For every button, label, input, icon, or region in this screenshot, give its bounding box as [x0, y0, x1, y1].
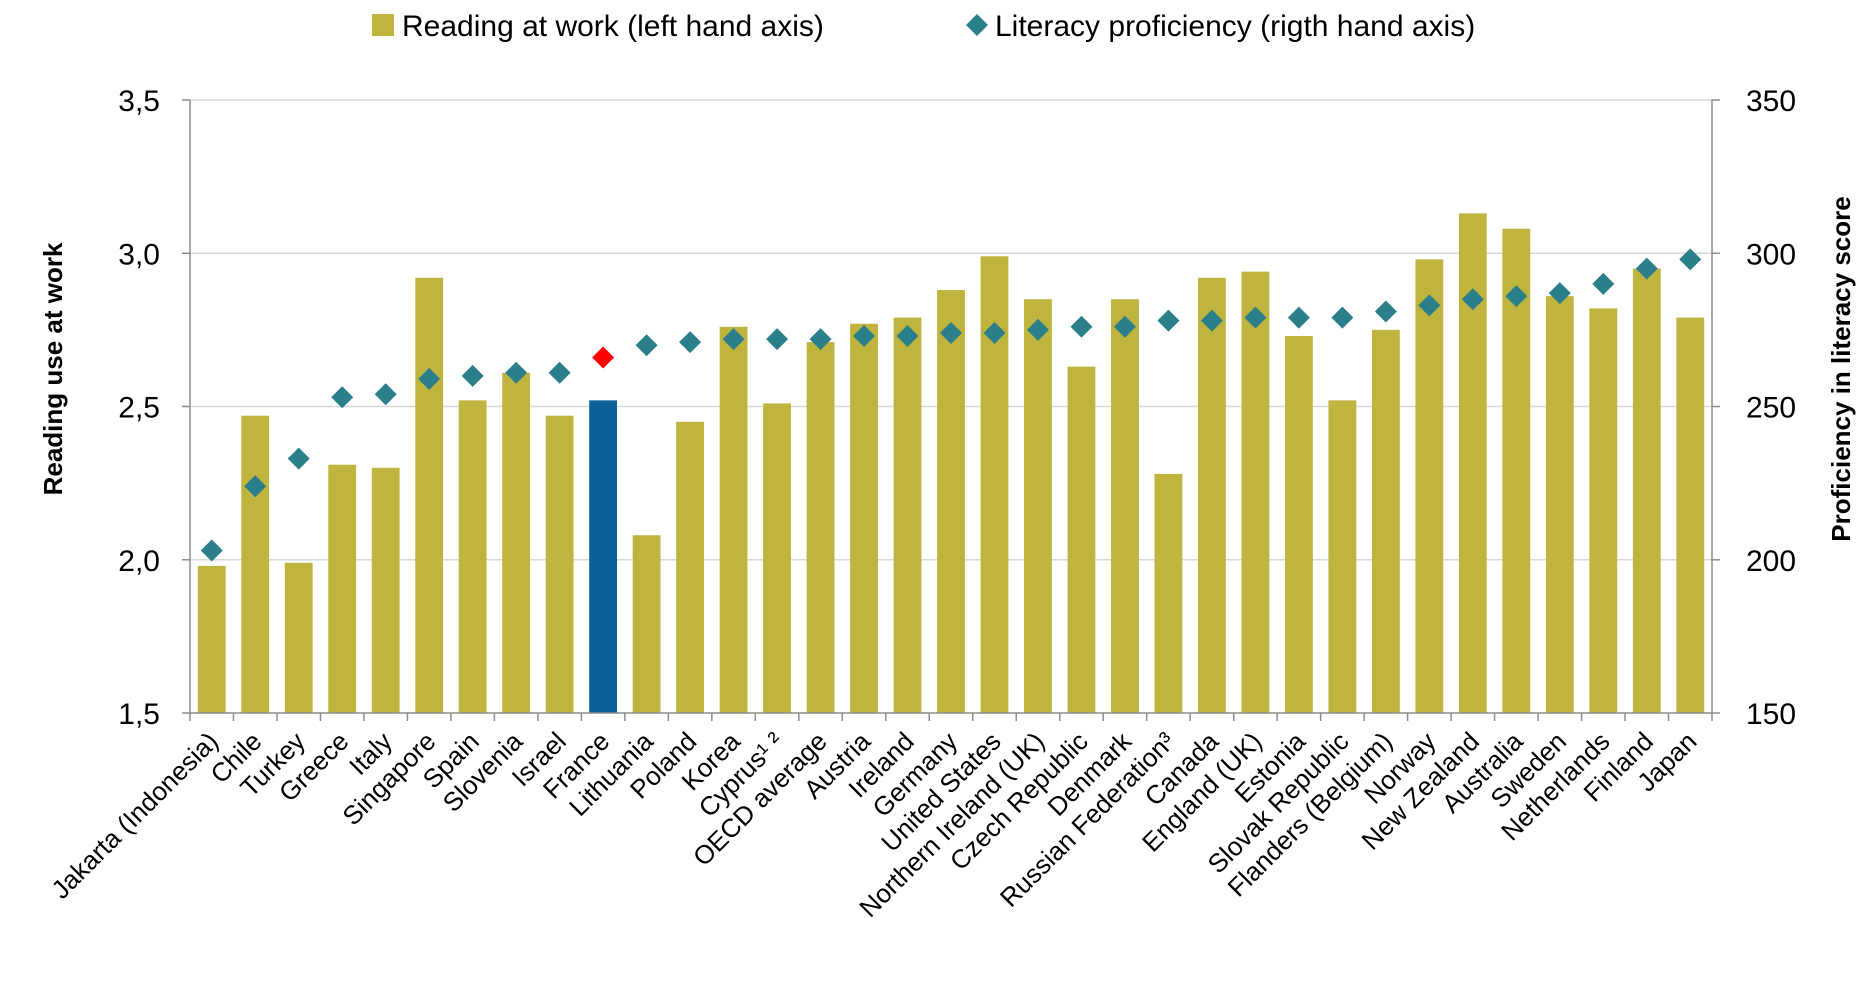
marker-point	[1548, 282, 1571, 305]
bar	[1154, 473, 1183, 713]
right-tick-label: 350	[1746, 85, 1796, 118]
left-tick-label: 3,0	[118, 238, 160, 271]
marker-point	[766, 328, 789, 351]
marker-point	[809, 328, 832, 351]
marker-point	[1374, 300, 1397, 323]
marker-point	[1157, 309, 1180, 332]
bar	[1371, 329, 1400, 713]
marker-point	[505, 361, 528, 384]
bar	[632, 535, 661, 713]
right-axis-title: Proficiency in literacy score	[1826, 196, 1856, 541]
marker-point	[1113, 315, 1136, 338]
marker-point	[200, 539, 223, 562]
marker-point	[1287, 306, 1310, 329]
bar	[197, 565, 226, 713]
marker-point	[287, 447, 310, 470]
marker-point	[1418, 294, 1441, 317]
marker-point	[983, 321, 1006, 344]
bar	[589, 400, 618, 713]
marker-point	[679, 331, 702, 354]
bar	[1502, 228, 1531, 714]
right-tick-label: 300	[1746, 238, 1796, 271]
marker-point	[896, 325, 919, 348]
bar	[545, 415, 574, 713]
legend-swatch-reading	[372, 14, 394, 36]
bar	[1589, 308, 1618, 713]
bar	[1241, 271, 1270, 713]
right-tick-label: 200	[1746, 545, 1796, 578]
bar	[502, 372, 531, 713]
marker-point	[1679, 248, 1702, 271]
marker-point	[1592, 272, 1615, 295]
legend-label-reading: Reading at work (left hand axis)	[402, 10, 824, 43]
bar	[893, 317, 922, 713]
bar-series	[197, 213, 1705, 714]
bar	[676, 421, 705, 713]
marker-point	[1635, 257, 1658, 280]
bar	[1545, 296, 1574, 713]
category-labels: Jakarta (Indonesia)ChileTurkeyGreeceItal…	[45, 713, 1713, 923]
marker-point	[1461, 288, 1484, 311]
bar	[937, 290, 965, 713]
marker-point	[853, 325, 876, 348]
marker-series	[200, 248, 1702, 562]
right-tick-label: 250	[1746, 392, 1796, 425]
marker-point	[331, 386, 354, 409]
marker-point	[1200, 309, 1223, 332]
left-tick-label: 3,5	[118, 85, 160, 118]
marker-point	[1244, 306, 1267, 329]
marker-point	[940, 321, 962, 344]
bar	[719, 326, 748, 713]
left-tick-label: 2,5	[118, 392, 160, 425]
bar	[1197, 277, 1226, 713]
marker-point	[418, 367, 441, 390]
bar	[1328, 400, 1357, 713]
bar	[763, 403, 791, 713]
marker-point	[374, 383, 397, 406]
legend-label-literacy: Literacy proficiency (rigth hand axis)	[995, 10, 1475, 43]
left-tick-label: 1,5	[118, 698, 160, 731]
bar	[371, 467, 400, 713]
marker-point	[1026, 318, 1049, 341]
bar	[850, 323, 878, 713]
bar	[1632, 268, 1661, 713]
bar	[1284, 336, 1313, 713]
left-axis-ticks: 1,5 2,0 2,5 3,0 3,5	[118, 85, 190, 731]
bar	[1024, 299, 1052, 713]
legend: Reading at work (left hand axis) Literac…	[372, 10, 1475, 43]
marker-point	[1331, 306, 1354, 329]
marker-point	[635, 334, 658, 357]
marker-point	[244, 475, 267, 498]
bar	[241, 415, 270, 713]
bar	[458, 400, 487, 713]
bar	[1676, 317, 1705, 713]
right-axis-ticks: 150 200 250 300 350	[1712, 85, 1796, 731]
marker-point	[1505, 285, 1528, 308]
bar	[1067, 366, 1096, 713]
bar	[1415, 259, 1444, 713]
marker-point	[461, 364, 484, 387]
marker-point	[1070, 315, 1093, 338]
bar	[1111, 299, 1139, 713]
marker-point	[548, 361, 571, 384]
bar	[415, 277, 444, 713]
bar	[284, 562, 313, 713]
marker-point	[722, 328, 745, 351]
bar	[806, 342, 835, 713]
marker-point	[592, 346, 615, 369]
left-tick-label: 2,0	[118, 545, 160, 578]
category-label: Jakarta (Indonesia)	[45, 726, 224, 905]
legend-swatch-literacy	[966, 14, 988, 36]
left-axis-title: Reading use at work	[38, 242, 68, 495]
right-tick-label: 150	[1746, 698, 1796, 731]
bar	[328, 464, 357, 713]
